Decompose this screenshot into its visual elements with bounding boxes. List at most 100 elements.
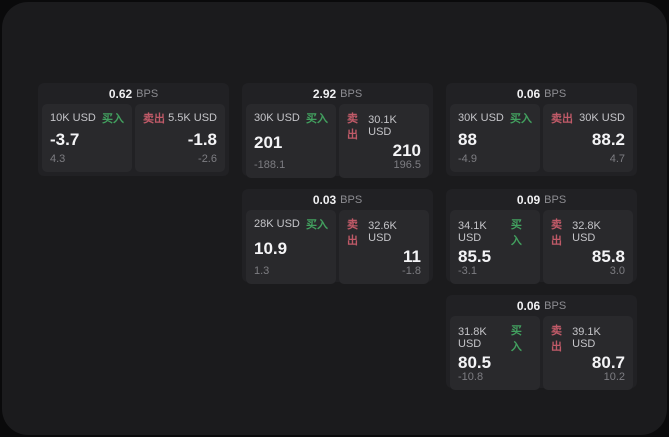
buy-delta: 4.3 — [50, 153, 66, 165]
sell-delta: -1.8 — [402, 265, 421, 277]
bps-header: 0.62 BPS — [42, 83, 225, 104]
sell-amount: 32.6K USD — [368, 220, 397, 244]
sell-amount: 32.8K USD — [572, 220, 601, 244]
sell-delta: 10.2 — [603, 371, 625, 383]
buy-delta: -4.9 — [458, 153, 477, 165]
buy-label: 买入 — [102, 113, 124, 125]
bps-unit-label: BPS — [340, 87, 363, 100]
bps-unit-label: BPS — [544, 87, 567, 100]
cards-grid: 0.62 BPS 10K USD 买入 -3.7 4.3 卖出 5.5K USD… — [38, 83, 637, 390]
buy-tile-header: 28K USD 买入 — [254, 216, 328, 232]
sell-tile-header: 卖出 30.1K USD — [347, 110, 421, 142]
buy-amount: 10K USD — [50, 112, 96, 124]
quote-card-body: 30K USD 买入 88 -4.9 卖出 30K USD 88.2 4.7 — [450, 104, 633, 172]
bps-header: 0.06 BPS — [450, 295, 633, 316]
sell-price: -1.8 — [187, 130, 217, 149]
sell-price: 210 — [392, 141, 421, 160]
quote-card: 0.09 BPS 34.1K USD 买入 85.5 -3.1 卖出 32.8K… — [446, 189, 637, 284]
buy-tile-header: 31.8K USD 买入 — [458, 322, 532, 354]
sell-amount: 30.1K USD — [368, 114, 397, 138]
sell-price: 88.2 — [591, 130, 625, 149]
sell-tile-header: 卖出 32.8K USD — [551, 216, 625, 248]
buy-label: 买入 — [306, 113, 328, 125]
quote-card-body: 28K USD 买入 10.9 1.3 卖出 32.6K USD 11 -1.8 — [246, 210, 429, 284]
buy-amount: 30K USD — [458, 112, 504, 124]
sell-delta: 3.0 — [609, 265, 625, 277]
buy-tile[interactable]: 10K USD 买入 -3.7 4.3 — [42, 104, 132, 172]
buy-tile-header: 10K USD 买入 — [50, 110, 124, 126]
bps-header: 0.09 BPS — [450, 189, 633, 210]
sell-label: 卖出 — [551, 113, 573, 125]
buy-tile-header: 30K USD 买入 — [458, 110, 532, 126]
sell-tile-header: 卖出 39.1K USD — [551, 322, 625, 354]
buy-price: 10.9 — [254, 239, 288, 258]
bps-value: 0.03 — [312, 192, 337, 207]
buy-tile[interactable]: 30K USD 买入 201 -188.1 — [246, 104, 336, 178]
sell-label: 卖出 — [347, 219, 358, 247]
buy-tile[interactable]: 34.1K USD 买入 85.5 -3.1 — [450, 210, 540, 284]
sell-tile-header: 卖出 32.6K USD — [347, 216, 421, 248]
buy-price: 88 — [458, 130, 477, 149]
bps-header: 2.92 BPS — [246, 83, 429, 104]
bps-header: 0.06 BPS — [450, 83, 633, 104]
bps-header: 0.03 BPS — [246, 189, 429, 210]
buy-amount: 30K USD — [254, 112, 300, 124]
bps-unit-label: BPS — [544, 193, 567, 206]
quote-card-body: 30K USD 买入 201 -188.1 卖出 30.1K USD 210 1… — [246, 104, 429, 178]
buy-label: 买入 — [510, 113, 532, 125]
buy-amount: 34.1K USD — [458, 220, 487, 244]
quote-card-body: 10K USD 买入 -3.7 4.3 卖出 5.5K USD -1.8 -2.… — [42, 104, 225, 172]
sell-delta: -2.6 — [198, 153, 217, 165]
quote-card: 0.06 BPS 30K USD 买入 88 -4.9 卖出 30K USD 8… — [446, 83, 637, 176]
buy-label: 买入 — [510, 325, 522, 353]
buy-price: 201 — [254, 133, 283, 152]
quote-card-body: 34.1K USD 买入 85.5 -3.1 卖出 32.8K USD 85.8… — [450, 210, 633, 284]
sell-price: 85.8 — [591, 247, 625, 266]
buy-amount: 28K USD — [254, 218, 300, 230]
sell-amount: 5.5K USD — [168, 112, 217, 124]
bps-unit-label: BPS — [136, 87, 159, 100]
bps-unit-label: BPS — [544, 299, 567, 312]
sell-tile-header: 卖出 30K USD — [551, 110, 625, 126]
sell-amount: 30K USD — [579, 112, 625, 124]
sell-amount: 39.1K USD — [572, 326, 601, 350]
bps-value: 0.06 — [516, 298, 541, 313]
quote-card: 0.06 BPS 31.8K USD 买入 80.5 -10.8 卖出 39.1… — [446, 295, 637, 390]
buy-tile[interactable]: 30K USD 买入 88 -4.9 — [450, 104, 540, 172]
buy-price: 80.5 — [458, 353, 492, 372]
sell-delta: 4.7 — [609, 153, 625, 165]
sell-tile[interactable]: 卖出 32.8K USD 85.8 3.0 — [543, 210, 633, 284]
bps-value: 0.09 — [516, 192, 541, 207]
sell-tile[interactable]: 卖出 32.6K USD 11 -1.8 — [339, 210, 429, 284]
sell-tile[interactable]: 卖出 39.1K USD 80.7 10.2 — [543, 316, 633, 390]
bps-value: 0.06 — [516, 86, 541, 101]
sell-label: 卖出 — [347, 113, 358, 141]
buy-tile[interactable]: 31.8K USD 买入 80.5 -10.8 — [450, 316, 540, 390]
sell-tile[interactable]: 卖出 30K USD 88.2 4.7 — [543, 104, 633, 172]
buy-tile-header: 30K USD 买入 — [254, 110, 328, 126]
quote-card: 0.62 BPS 10K USD 买入 -3.7 4.3 卖出 5.5K USD… — [38, 83, 229, 176]
buy-delta: 1.3 — [254, 265, 270, 277]
sell-price: 80.7 — [591, 353, 625, 372]
quote-card: 2.92 BPS 30K USD 买入 201 -188.1 卖出 30.1K … — [242, 83, 433, 178]
buy-delta: -10.8 — [458, 371, 484, 383]
sell-price: 11 — [403, 247, 421, 266]
buy-tile[interactable]: 28K USD 买入 10.9 1.3 — [246, 210, 336, 284]
bps-unit-label: BPS — [340, 193, 363, 206]
sell-tile[interactable]: 卖出 30.1K USD 210 196.5 — [339, 104, 429, 178]
buy-label: 买入 — [306, 219, 328, 231]
buy-price: 85.5 — [458, 247, 492, 266]
bps-value: 0.62 — [108, 86, 133, 101]
sell-label: 卖出 — [551, 325, 562, 353]
quote-card: 0.03 BPS 28K USD 买入 10.9 1.3 卖出 32.6K US… — [242, 189, 433, 284]
sell-tile[interactable]: 卖出 5.5K USD -1.8 -2.6 — [135, 104, 225, 172]
buy-label: 买入 — [510, 219, 522, 247]
buy-amount: 31.8K USD — [458, 326, 487, 350]
sell-tile-header: 卖出 5.5K USD — [143, 110, 217, 126]
sell-delta: 196.5 — [393, 159, 421, 171]
sell-label: 卖出 — [143, 113, 165, 125]
sell-label: 卖出 — [551, 219, 562, 247]
buy-delta: -3.1 — [458, 265, 477, 277]
quote-card-body: 31.8K USD 买入 80.5 -10.8 卖出 39.1K USD 80.… — [450, 316, 633, 390]
